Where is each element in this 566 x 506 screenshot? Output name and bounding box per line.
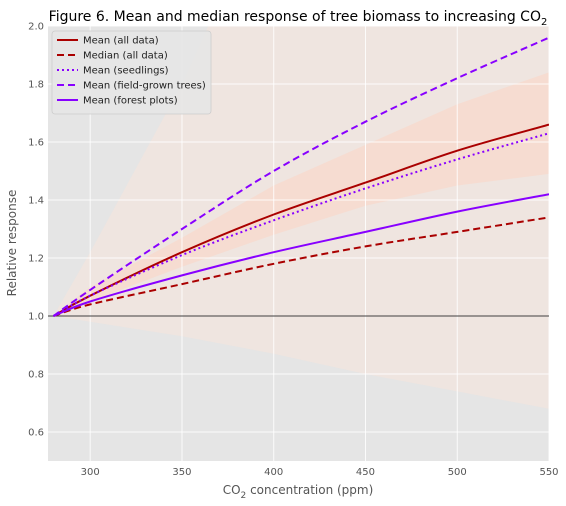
- y-tick-labels: 0.6 0.8 1.0 1.2 1.4 1.6 1.8 2.0: [28, 22, 44, 439]
- y-tick-label-1-8: 1.8: [28, 80, 44, 91]
- series-lines: [52, 36, 549, 317]
- y-tick-label-1-2: 1.2: [28, 254, 44, 265]
- x-tick-labels: 300 350 400 450 500 550: [81, 467, 559, 478]
- y-tick-label-1-6: 1.6: [28, 138, 44, 149]
- legend-label-4: Mean (field-grown trees): [83, 81, 206, 92]
- x-tick-label-550: 550: [539, 467, 558, 478]
- legend-label-3: Mean (seedlings): [83, 66, 169, 77]
- series-line-5: [53, 193, 549, 317]
- y-tick-label-0-6: 0.6: [28, 428, 44, 439]
- x-axis-label: CO2 concentration (ppm): [223, 483, 374, 501]
- y-axis-label: Relative response: [5, 190, 19, 297]
- series-line-4: [52, 36, 549, 317]
- x-tick-label-450: 450: [356, 467, 375, 478]
- y-tick-label-0-8: 0.8: [28, 370, 44, 381]
- y-tick-label-1: 1.0: [28, 312, 44, 323]
- legend-label-2: Median (all data): [83, 51, 168, 62]
- x-tick-label-350: 350: [172, 467, 191, 478]
- y-tick-label-1-4: 1.4: [28, 196, 44, 207]
- legend: Mean (all data) Median (all data) Mean (se…: [51, 30, 212, 115]
- chart-title: Figure 6. Mean and median response of tr…: [49, 9, 548, 28]
- y-tick-label-2: 2.0: [28, 22, 44, 33]
- series-line-3: [53, 132, 549, 317]
- legend-label-1: Mean (all data): [83, 36, 159, 47]
- series-line-1: [53, 123, 549, 317]
- x-tick-label-500: 500: [448, 467, 467, 478]
- legend-box: [51, 30, 212, 115]
- x-tick-label-300: 300: [81, 467, 100, 478]
- legend-label-5: Mean (forest plots): [83, 96, 178, 107]
- series-line-2: [53, 216, 549, 317]
- x-tick-label-400: 400: [264, 467, 283, 478]
